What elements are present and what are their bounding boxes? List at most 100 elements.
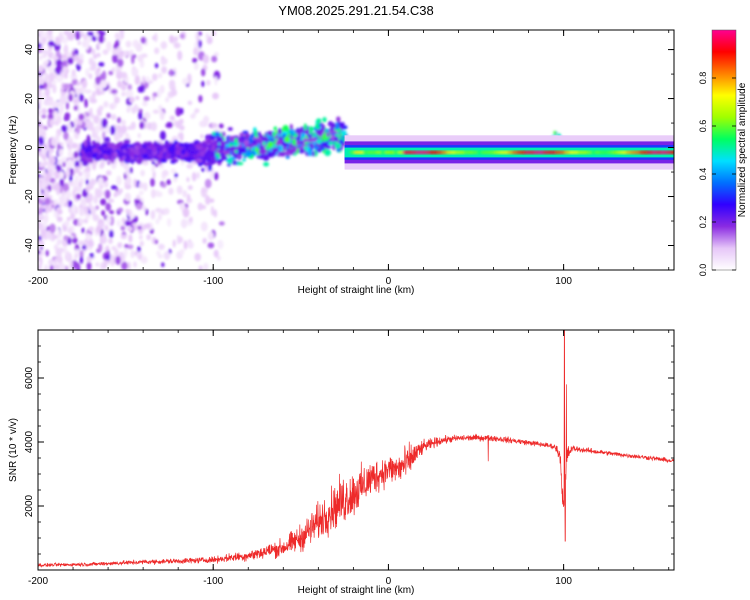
spectrogram-cell — [58, 195, 66, 203]
spectrogram-cell — [206, 79, 211, 86]
snr-panel: -200 -100 0 100 2000 4000 6000 Height of strai… — [8, 329, 675, 596]
spectrogram-cell — [182, 190, 188, 198]
spectrogram-cell — [100, 262, 105, 270]
spectrogram-cell — [236, 154, 243, 159]
spectrogram-cell — [38, 75, 43, 85]
spectrogram-cell — [127, 104, 132, 112]
spectrogram-cell — [56, 164, 61, 173]
spectrogram-cell — [95, 262, 99, 267]
spectrogram-cell — [41, 108, 48, 115]
spectrogram-cell — [143, 111, 151, 120]
spectrogram-cell — [79, 159, 83, 170]
spectrogram-cell — [62, 66, 68, 73]
spectrogram-cell — [207, 231, 214, 241]
spectrogram-cell — [63, 30, 71, 36]
spectrogram-cell — [196, 152, 202, 157]
spectrogram-cell — [101, 118, 108, 128]
spectrogram-cell — [96, 67, 101, 72]
spectrogram-cell — [141, 143, 147, 149]
spectrogram-cell — [188, 157, 195, 162]
spectrogram-cell — [133, 178, 137, 188]
spectrogram-cell — [202, 237, 207, 244]
spectrogram-cell — [106, 112, 111, 119]
spectrogram-cell — [99, 82, 104, 92]
spectrogram-cell — [71, 78, 78, 86]
spectrogram-cell — [53, 199, 58, 205]
spectrogram-cell — [85, 233, 92, 241]
spectrogram-cell — [62, 83, 70, 90]
spectrogram-cell — [174, 172, 178, 179]
spectrogram-xtick-label: 0 — [386, 276, 392, 287]
spectrogram-cell — [91, 140, 97, 146]
spectrogram-cell — [130, 121, 136, 130]
spectrogram-cell — [104, 224, 109, 232]
spectrogram-cell — [63, 202, 69, 207]
spectrogram-cell — [177, 132, 182, 139]
spectrogram-image — [38, 30, 674, 270]
spectrogram-cell — [213, 209, 218, 218]
spectrogram-cell — [73, 264, 81, 270]
spectrogram-cell — [228, 135, 236, 142]
spectrogram-cell — [123, 139, 131, 144]
spectrogram-cell — [67, 227, 72, 234]
spectrogram-cell — [73, 117, 79, 127]
spectrogram-cell — [93, 54, 98, 60]
spectrogram-cell — [89, 66, 94, 71]
spectrogram-cell — [194, 108, 200, 114]
spectrogram-cell — [76, 81, 81, 87]
spectrogram-cell — [143, 96, 150, 101]
spectrogram-cell — [94, 125, 100, 134]
spectrogram-cell — [290, 148, 297, 154]
spectrogram-cell — [57, 209, 63, 215]
spectrogram-cell — [84, 196, 92, 204]
spectrogram-cell — [208, 144, 213, 149]
spectrogram-cell — [48, 72, 55, 82]
spectrogram-cell — [49, 177, 56, 183]
spectrogram-cell — [160, 158, 167, 163]
spectrogram-cell — [124, 244, 129, 249]
spectrogram-cell — [200, 221, 208, 232]
spectrogram-cell — [114, 248, 119, 257]
spectrogram-cell — [78, 53, 84, 60]
spectrogram-cell — [108, 70, 114, 76]
spectrogram-cell — [143, 182, 148, 192]
spectrogram-cell — [258, 149, 264, 155]
spectrogram-cell — [110, 113, 117, 121]
spectrogram-cell — [75, 175, 79, 181]
spectrogram-cell — [138, 108, 143, 114]
spectrogram-cell — [182, 77, 189, 85]
colorbar: 0.0 0.2 0.4 0.6 0.8 Normalized spectral ampl… — [698, 29, 748, 276]
spectrogram-cell — [79, 256, 84, 264]
spectrogram-cell — [131, 54, 135, 60]
spectrogram-cell — [169, 115, 175, 121]
spectrogram-cell — [104, 246, 109, 252]
spectrogram-cell — [244, 133, 251, 139]
spectrogram-cell — [43, 62, 48, 67]
spectrogram-cell — [117, 207, 124, 213]
spectrogram-cell — [40, 223, 44, 229]
spectrogram-cell — [52, 62, 56, 67]
spectrogram-cell — [44, 233, 52, 239]
spectrogram-cell — [95, 141, 101, 148]
spectrogram-cell — [59, 178, 64, 188]
spectrogram-cell — [110, 125, 116, 136]
spectrogram-cell — [213, 172, 219, 181]
spectrogram-cell — [44, 87, 50, 98]
colorbar-ticks: 0.0 0.2 0.4 0.6 0.8 — [698, 72, 736, 276]
spectrogram-cell — [47, 30, 53, 37]
spectrogram-cell — [67, 200, 73, 208]
spectrogram-cell — [120, 234, 127, 240]
spectrogram-cell — [120, 30, 125, 40]
spectrogram-cell — [75, 193, 82, 200]
spectrogram-cell — [163, 147, 167, 154]
spectrogram-cell — [212, 92, 219, 100]
spectrogram-cell — [180, 218, 188, 229]
spectrogram-cell — [145, 208, 149, 216]
spectrogram-cell — [285, 150, 291, 156]
spectrogram-cell — [88, 239, 94, 248]
spectrogram-cell — [316, 118, 322, 124]
spectrogram-cell — [85, 178, 89, 185]
spectrogram-cell — [38, 88, 42, 94]
spectrogram-cell — [182, 207, 190, 218]
spectrogram-cell — [166, 218, 172, 227]
